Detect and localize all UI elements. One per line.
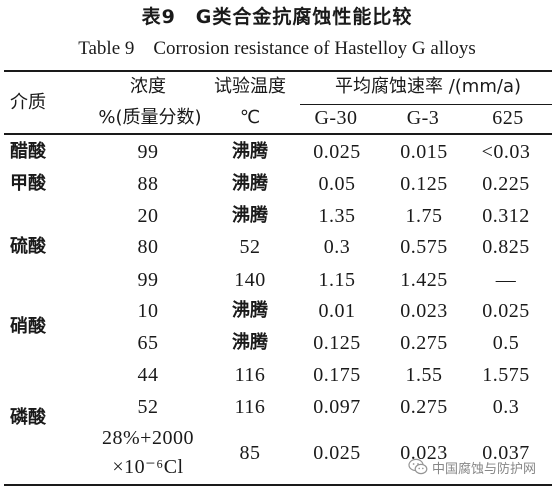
cell-concentration: 88 (137, 173, 159, 195)
cell-rate-g30: 0.097 (313, 396, 361, 418)
cell-temperature: 沸腾 (232, 141, 268, 162)
cell-rate-625: — (495, 269, 517, 291)
watermark-text: 中国腐蚀与防护网 (432, 461, 537, 477)
cell-rate-625: 1.575 (482, 364, 530, 386)
cell-rate-g3: 0.023 (400, 442, 448, 464)
cell-rate-g3: 0.023 (400, 300, 448, 322)
medium-nitric: 硝酸 (10, 316, 46, 337)
cell-rate-g3: 0.275 (400, 332, 448, 354)
cell-rate-g30: 0.01 (318, 300, 356, 322)
bottom-rule (4, 484, 552, 486)
cell-rate-g30: 0.125 (313, 332, 361, 354)
cell-rate-g30: 0.025 (313, 141, 361, 163)
header-concentration-line1: 浓度 (130, 76, 166, 97)
cell-rate-625: 0.312 (482, 205, 530, 227)
cell-temperature: 140 (234, 269, 266, 291)
cell-rate-625: 0.5 (492, 332, 520, 354)
cell-concentration-line1: 28%+2000 (102, 427, 194, 449)
cell-rate-g30: 1.35 (318, 205, 356, 227)
cell-concentration: 44 (137, 364, 159, 386)
medium-acetic: 醋酸 (10, 141, 46, 162)
cell-temperature: 沸腾 (232, 205, 268, 226)
header-alloy-g3: G-3 (406, 107, 440, 129)
header-rate-group: 平均腐蚀速率 /(mm/a) (335, 76, 521, 97)
medium-formic: 甲酸 (10, 173, 46, 194)
table-title-en: Table 9 Corrosion resistance of Hastello… (78, 38, 476, 59)
cell-temperature: 116 (234, 364, 266, 386)
cell-rate-g3: 1.75 (405, 205, 443, 227)
cell-rate-625: 0.225 (482, 173, 530, 195)
header-temperature-line2: ℃ (239, 107, 261, 128)
top-rule (4, 70, 552, 72)
cell-rate-g30: 0.05 (318, 173, 356, 195)
cell-rate-g3: 0.275 (400, 396, 448, 418)
cell-rate-g3: 1.425 (400, 269, 448, 291)
cell-rate-g3: 0.575 (400, 236, 448, 258)
table-title-cn: 表9 G类合金抗腐蚀性能比较 (141, 6, 413, 28)
cell-rate-g30: 1.15 (318, 269, 356, 291)
cell-rate-g3: 0.125 (400, 173, 448, 195)
cell-rate-g3: 1.55 (405, 364, 443, 386)
cell-rate-g3: 0.015 (400, 141, 448, 163)
cell-temperature: 116 (234, 396, 266, 418)
cell-rate-625: 0.037 (482, 442, 530, 464)
header-temperature-line1: 试验温度 (214, 76, 286, 97)
cell-concentration-line2: ×10⁻⁶Cl (112, 456, 184, 478)
header-medium: 介质 (10, 92, 46, 113)
cell-concentration: 65 (137, 332, 159, 354)
cell-temperature: 沸腾 (232, 332, 268, 353)
cell-rate-g30: 0.3 (323, 236, 351, 258)
header-rule (4, 133, 552, 135)
cell-temperature: 沸腾 (232, 173, 268, 194)
cell-concentration: 52 (137, 396, 159, 418)
rate-group-underline (300, 104, 552, 105)
cell-rate-625: 0.3 (492, 396, 520, 418)
cell-concentration: 99 (137, 141, 159, 163)
cell-temperature: 85 (239, 442, 261, 464)
wechat-icon (408, 458, 428, 476)
header-alloy-625: 625 (492, 107, 524, 129)
cell-concentration: 20 (137, 205, 159, 227)
cell-rate-625: <0.03 (481, 141, 531, 163)
cell-temperature: 沸腾 (232, 300, 268, 321)
header-concentration-line2: %(质量分数) (98, 107, 202, 128)
medium-phosphoric: 磷酸 (10, 407, 46, 428)
cell-concentration: 80 (137, 236, 159, 258)
cell-concentration: 99 (137, 269, 159, 291)
cell-rate-625: 0.825 (482, 236, 530, 258)
medium-sulfuric: 硫酸 (10, 236, 46, 257)
header-alloy-g30: G-30 (314, 107, 358, 129)
cell-concentration: 10 (137, 300, 159, 322)
cell-rate-g30: 0.175 (313, 364, 361, 386)
cell-rate-g30: 0.025 (313, 442, 361, 464)
cell-temperature: 52 (239, 236, 261, 258)
cell-rate-625: 0.025 (482, 300, 530, 322)
watermark: 中国腐蚀与防护网 (408, 457, 536, 477)
